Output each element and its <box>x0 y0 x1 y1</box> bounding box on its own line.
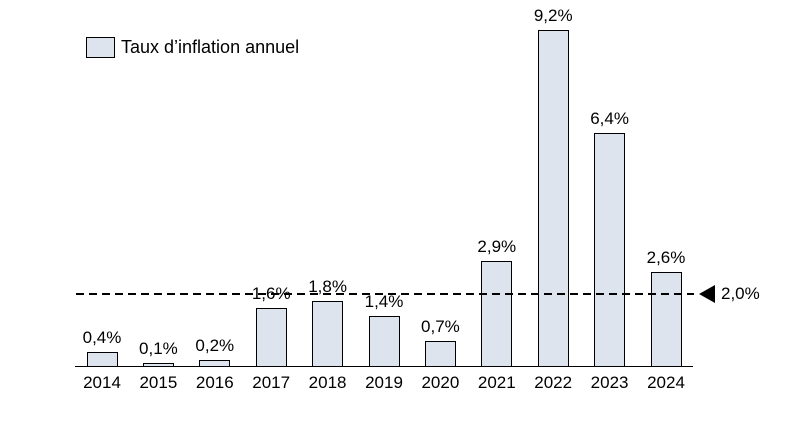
bar-value-label-2014: 0,4% <box>82 328 122 347</box>
x-tick-label-2014: 2014 <box>83 373 121 392</box>
target-arrow-icon <box>699 284 715 303</box>
x-tick-label-2016: 2016 <box>195 373 234 392</box>
legend-swatch-icon <box>86 36 115 58</box>
x-tick-label-2021: 2021 <box>477 373 516 392</box>
target-line <box>76 292 694 295</box>
bar-value-label-2018: 1,8% <box>308 277 347 296</box>
target-line-label: 2,0% <box>721 283 760 303</box>
legend-label: Taux d’inflation annuel <box>121 37 300 57</box>
x-tick-label-2024: 2024 <box>647 373 685 392</box>
x-tick-label-2022: 2022 <box>534 373 573 392</box>
bar-2019 <box>368 316 400 367</box>
legend: Taux d’inflation annuel <box>86 36 299 58</box>
bar-2023 <box>594 133 626 367</box>
bar-value-label-2022: 9,2% <box>533 6 573 25</box>
x-axis-line <box>75 365 693 367</box>
x-tick-label-2023: 2023 <box>590 373 629 392</box>
x-tick-label-2020: 2020 <box>421 373 460 392</box>
x-tick-label-2019: 2019 <box>365 373 403 392</box>
x-tick-label-2015: 2015 <box>139 373 178 392</box>
bar-2022 <box>537 30 569 367</box>
x-tick-label-2018: 2018 <box>308 373 347 392</box>
bar-value-label-2024: 2,6% <box>646 248 686 267</box>
bar-value-label-2016: 0,2% <box>195 336 235 355</box>
bar-2017 <box>255 308 287 367</box>
bar-value-label-2015: 0,1% <box>139 339 178 358</box>
bar-2024 <box>650 272 682 367</box>
bar-value-label-2019: 1,4% <box>364 292 404 311</box>
bar-value-label-2021: 2,9% <box>477 237 517 256</box>
bar-2021 <box>481 261 513 367</box>
bar-2018 <box>312 301 344 367</box>
bar-value-label-2023: 6,4% <box>590 109 629 128</box>
x-tick-label-2017: 2017 <box>252 373 291 392</box>
bar-value-label-2020: 0,7% <box>421 317 460 336</box>
bar-2020 <box>424 341 456 367</box>
